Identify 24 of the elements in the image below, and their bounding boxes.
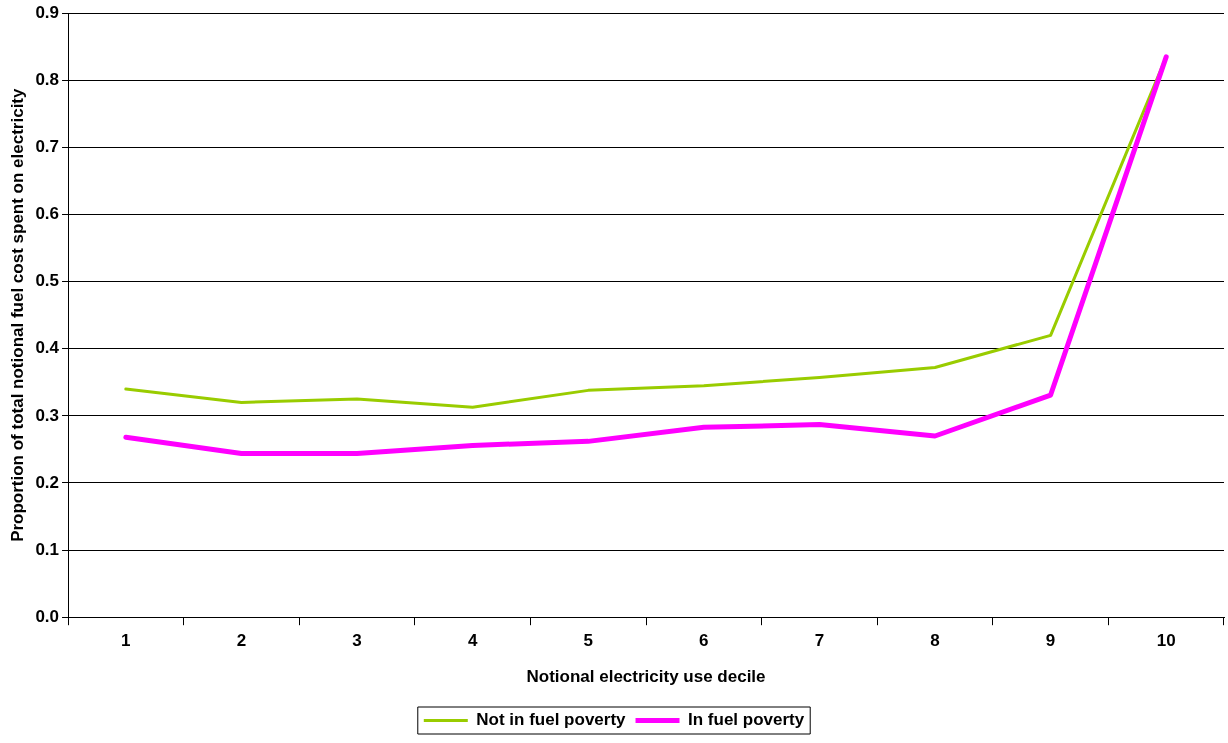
x-axis-title: Notional electricity use decile [526,667,766,687]
y-tick-label: 0.3 [35,405,60,425]
legend-label: Not in fuel poverty [476,710,627,730]
x-tick-label: 7 [814,631,825,651]
x-tick-label: 5 [583,631,593,651]
x-tick-label: 10 [1156,631,1176,651]
x-tick-label: 8 [930,631,940,651]
x-tick-label: 2 [236,631,247,651]
x-tick-label: 4 [467,631,478,651]
legend-label: In fuel poverty [688,710,805,730]
x-tick-label: 3 [352,631,362,651]
y-tick-label: 0.0 [35,606,60,626]
y-tick-label: 0.8 [35,70,60,89]
y-tick-label: 0.7 [35,137,60,157]
x-tick-label: 6 [699,631,709,651]
y-tick-label: 0.4 [35,338,60,358]
y-tick-label: 0.9 [35,2,60,22]
x-tick-label: 9 [1045,631,1056,651]
y-tick-label: 0.5 [35,271,60,291]
y-tick-label: 0.1 [35,539,60,559]
y-axis-title: Proportion of total notional fuel cost spent on electricity [7,87,27,542]
y-tick-label: 0.6 [35,204,60,224]
y-tick-label: 0.2 [35,472,60,492]
x-tick-label: 1 [121,631,131,651]
